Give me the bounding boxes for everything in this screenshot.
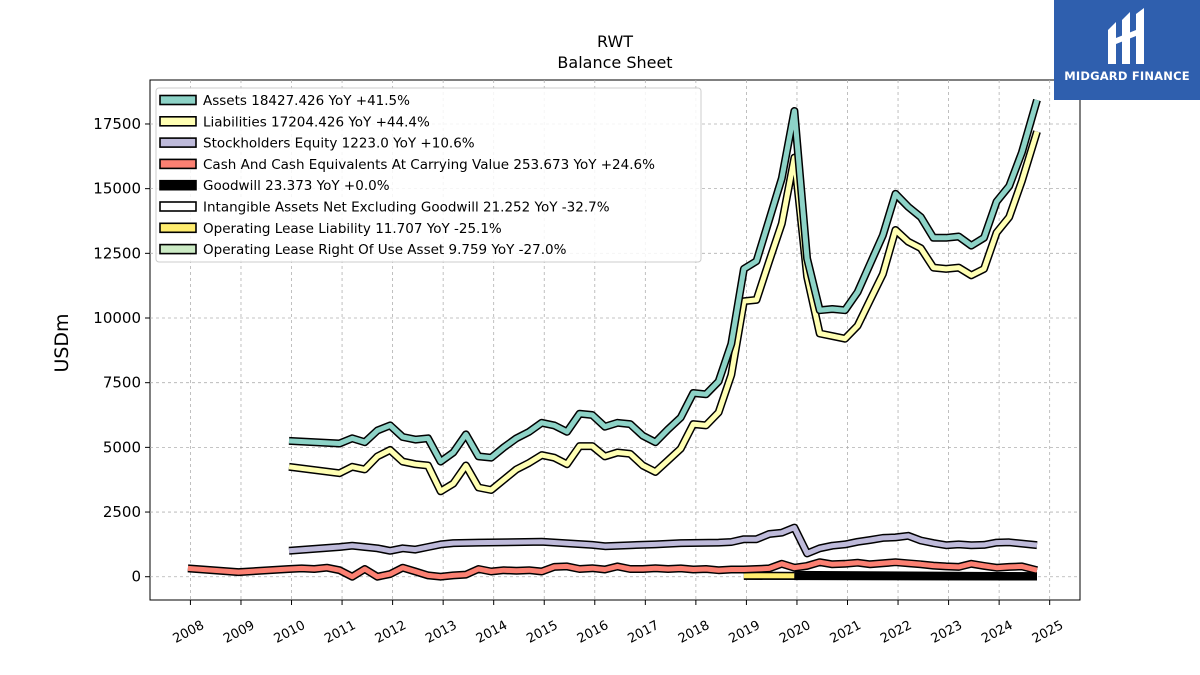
- legend-label: Cash And Cash Equivalents At Carrying Va…: [203, 157, 655, 173]
- x-tick-label: 2016: [575, 618, 611, 647]
- legend-label: Liabilities 17204.426 YoY +44.4%: [203, 114, 430, 130]
- chart-title: RWT: [597, 32, 633, 51]
- legend-label: Intangible Assets Net Excluding Goodwill…: [203, 200, 610, 216]
- series-lines: [187, 98, 1041, 581]
- x-tick-label: 2009: [221, 618, 257, 647]
- x-axis: 2008 2009 2010 2011 2012 2013 2014 2015 2016 2017…: [171, 600, 1066, 647]
- y-tick-label: 12500: [93, 244, 141, 262]
- x-tick-label: 2021: [828, 618, 864, 647]
- x-tick-label: 2008: [171, 618, 207, 647]
- legend-swatch: [159, 201, 197, 212]
- x-tick-label: 2019: [727, 618, 763, 647]
- y-axis: 0 2500 5000 7500 10000 12500 15000 17500: [93, 115, 150, 586]
- brand-mark-icon: [1108, 8, 1144, 64]
- legend-label: Stockholders Equity 1223.0 YoY +10.6%: [203, 136, 475, 152]
- legend-swatch: [159, 137, 197, 148]
- y-tick-label: 17500: [93, 115, 141, 133]
- x-tick-label: 2014: [474, 618, 510, 647]
- brand-logo: MIDGARD FINANCE: [1054, 0, 1200, 100]
- x-tick-label: 2024: [979, 618, 1015, 647]
- x-tick-label: 2013: [423, 618, 459, 647]
- x-tick-label: 2015: [524, 618, 560, 647]
- y-tick-label: 0: [131, 568, 141, 586]
- x-tick-label: 2023: [929, 618, 965, 647]
- legend-label: Operating Lease Right Of Use Asset 9.759…: [203, 242, 567, 258]
- y-tick-label: 5000: [103, 438, 141, 456]
- x-tick-label: 2017: [625, 618, 661, 647]
- y-tick-label: 7500: [103, 374, 141, 392]
- series-1-line: [288, 130, 1040, 494]
- x-tick-label: 2010: [272, 618, 308, 647]
- legend-swatch: [159, 158, 197, 170]
- series-0-line: [288, 99, 1040, 465]
- y-tick-label: 10000: [93, 309, 141, 327]
- legend-label: Goodwill 23.373 YoY +0.0%: [203, 178, 390, 194]
- legend-label: Assets 18427.426 YoY +41.5%: [203, 93, 410, 109]
- y-tick-label: 15000: [93, 180, 141, 198]
- series-3-line: [187, 559, 1038, 580]
- legend-swatch: [159, 243, 197, 255]
- legend-swatch: [159, 94, 197, 106]
- plot-frame: [149, 79, 1081, 601]
- legend-label: Operating Lease Liability 11.707 YoY -25…: [203, 221, 502, 237]
- y-tick-label: 2500: [103, 503, 141, 521]
- legend-swatch: [159, 222, 197, 234]
- legend-swatch: [159, 179, 197, 191]
- x-tick-label: 2020: [777, 618, 813, 647]
- legend: Assets 18427.426 YoY +41.5% Liabilities 1…: [155, 87, 702, 263]
- brand-name: MIDGARD FINANCE: [1064, 69, 1190, 83]
- legend-box: [155, 87, 702, 263]
- y-axis-label: USDm: [51, 313, 73, 372]
- x-tick-label: 2011: [322, 618, 358, 647]
- x-tick-label: 2022: [878, 618, 914, 647]
- x-tick-label: 2012: [373, 618, 409, 647]
- series-2-line: [288, 525, 1038, 556]
- chart-subtitle: Balance Sheet: [557, 53, 672, 72]
- x-tick-label: 2018: [676, 618, 712, 647]
- legend-swatch: [159, 116, 197, 127]
- x-tick-label: 2025: [1030, 618, 1066, 647]
